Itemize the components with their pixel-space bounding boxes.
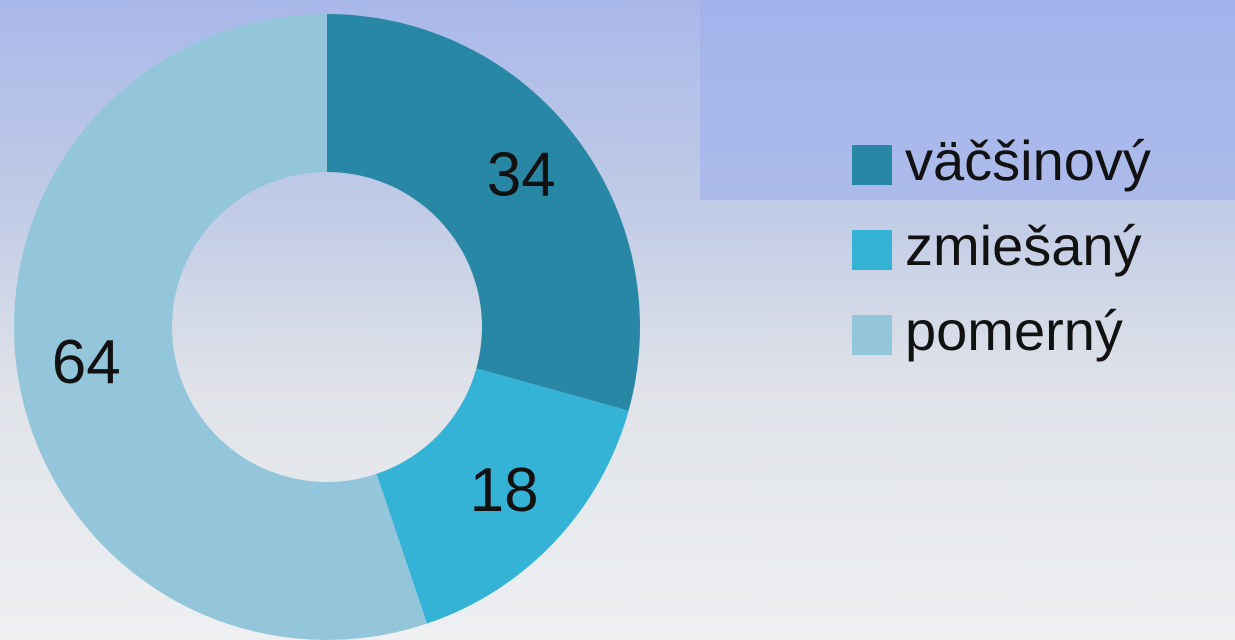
background-cloth: [700, 0, 1235, 200]
donut-slice: [376, 368, 629, 624]
legend-label: zmiešaný: [905, 214, 1142, 277]
donut-slice: [14, 14, 427, 640]
donut-slice: [327, 14, 640, 411]
data-label: 18: [470, 456, 539, 525]
legend-swatch: [852, 230, 892, 270]
data-label: 64: [52, 328, 121, 397]
data-label: 34: [487, 141, 556, 210]
legend-label: väčšinový: [905, 129, 1151, 192]
legend-swatch: [852, 145, 892, 185]
legend-swatch: [852, 315, 892, 355]
legend-label: pomerný: [905, 299, 1123, 362]
